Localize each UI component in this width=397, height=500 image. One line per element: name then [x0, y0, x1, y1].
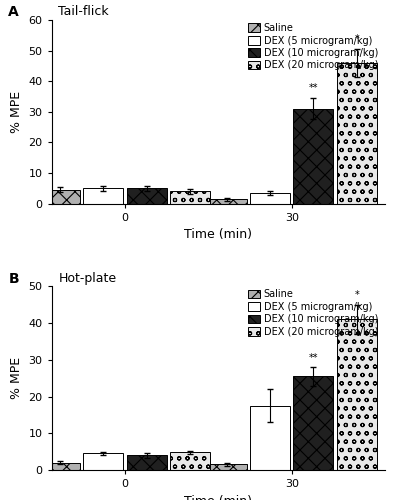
Bar: [127, 456, 167, 470]
Text: **: **: [308, 352, 318, 362]
Bar: [127, 188, 167, 204]
Bar: [40, 190, 80, 203]
Text: Hot-plate: Hot-plate: [58, 272, 116, 284]
Text: *: *: [355, 290, 359, 300]
Bar: [170, 192, 210, 203]
Bar: [40, 462, 80, 470]
Bar: [207, 199, 247, 203]
Text: Tail-flick: Tail-flick: [58, 6, 109, 18]
Text: *: *: [355, 34, 359, 44]
X-axis label: Time (min): Time (min): [184, 228, 252, 241]
Bar: [250, 406, 290, 470]
Y-axis label: % MPE: % MPE: [10, 91, 23, 133]
Text: **: **: [308, 84, 318, 94]
Bar: [337, 63, 377, 204]
Y-axis label: % MPE: % MPE: [10, 357, 23, 399]
Bar: [170, 452, 210, 470]
Bar: [83, 188, 123, 204]
Bar: [293, 109, 333, 204]
Text: B: B: [8, 272, 19, 285]
Bar: [293, 376, 333, 470]
Legend: Saline, DEX (5 microgram/kg), DEX (10 microgram/kg), DEX (20 microgram/kg): Saline, DEX (5 microgram/kg), DEX (10 mi…: [246, 288, 380, 339]
Text: A: A: [8, 6, 19, 20]
X-axis label: Time (min): Time (min): [184, 494, 252, 500]
Bar: [207, 464, 247, 470]
Legend: Saline, DEX (5 microgram/kg), DEX (10 microgram/kg), DEX (20 microgram/kg): Saline, DEX (5 microgram/kg), DEX (10 mi…: [246, 21, 380, 72]
Bar: [337, 320, 377, 470]
Bar: [83, 454, 123, 470]
Bar: [250, 193, 290, 203]
